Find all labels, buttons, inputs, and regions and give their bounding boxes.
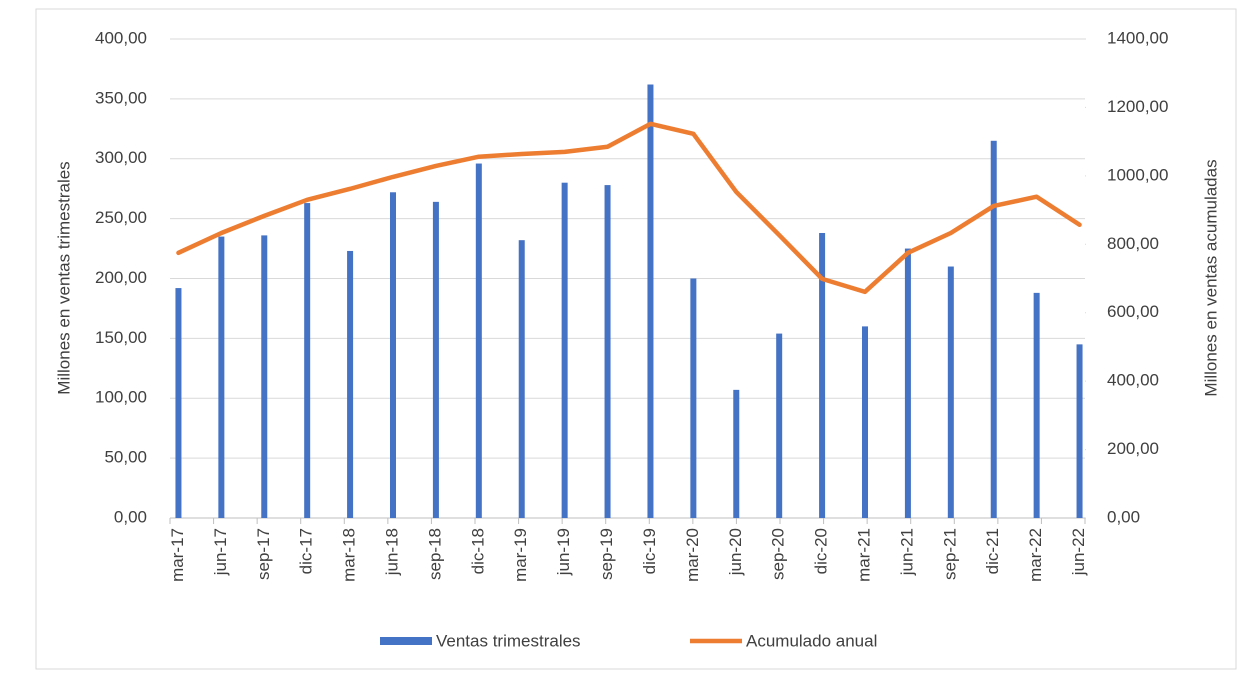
y2-tick-label: 200,00 [1107,439,1159,458]
bar [904,248,911,518]
x-tick-label: sep-19 [597,528,616,580]
bar [947,266,954,518]
bar [604,185,611,518]
x-tick-label: jun-22 [1069,528,1088,576]
y2-tick-label: 1400,00 [1107,28,1168,47]
legend-label: Ventas trimestrales [436,631,581,650]
bar [561,182,568,518]
line [176,121,1082,295]
y-tick-label: 100,00 [95,388,147,407]
x-tick-label: jun-19 [554,528,573,576]
x-tick-label: jun-18 [382,528,401,576]
x-tick-label: jun-20 [726,528,745,576]
x-tick-label: mar-20 [683,528,702,582]
y-tick-label: 200,00 [95,268,147,287]
bar [862,326,868,518]
x-tick-label: mar-21 [854,528,873,582]
y2-axis-title: Millones en ventas acumuladas [1201,159,1220,396]
y-tick-label: 300,00 [95,148,147,167]
x-tick-label: dic-19 [640,528,659,574]
x-tick-label: dic-17 [297,528,316,574]
bar [347,250,354,518]
y-tick-label: 50,00 [104,448,147,467]
y2-tick-label: 800,00 [1107,234,1159,253]
bar [776,333,783,518]
bar [733,389,740,518]
y-tick-label: 350,00 [95,88,147,107]
y-axis-title: Millones en ventas trimestrales [54,161,73,394]
y-tick-label: 250,00 [95,208,147,227]
x-tick-label: dic-20 [812,528,831,574]
y2-tick-label: 400,00 [1107,371,1159,390]
x-tick-label: sep-20 [769,528,788,580]
bar [819,232,826,518]
bar [218,236,225,518]
y-tick-label: 0,00 [114,507,147,526]
x-tick-label: jun-21 [897,528,916,576]
x-tick-label: sep-17 [254,528,273,580]
bar [1033,292,1040,518]
bar [518,240,525,518]
x-tick-label: mar-19 [511,528,530,582]
bar [475,163,482,519]
legend-label: Acumulado anual [746,631,877,650]
x-tick-label: mar-18 [340,528,359,582]
bar [690,278,697,518]
bar [990,140,997,518]
x-tick-label: sep-21 [940,528,959,580]
bar [304,203,311,518]
bar [432,201,439,519]
y2-tick-label: 600,00 [1107,302,1159,321]
x-tick-label: dic-21 [983,528,1002,574]
bar [261,235,268,518]
y2-tick-label: 1200,00 [1107,97,1168,116]
bar [390,192,396,518]
bar [647,84,654,518]
bar [175,288,182,518]
x-tick-label: jun-17 [211,528,230,576]
x-tick-label: mar-22 [1026,528,1045,582]
x-tick-label: mar-17 [168,528,187,582]
x-tick-label: dic-18 [468,528,487,574]
y2-tick-label: 0,00 [1107,507,1140,526]
y-tick-label: 150,00 [95,328,147,347]
y2-tick-label: 1000,00 [1107,165,1168,184]
bar [1076,344,1083,518]
legend-swatch [380,637,432,645]
x-tick-label: sep-18 [425,528,444,580]
y-tick-label: 400,00 [95,28,147,47]
